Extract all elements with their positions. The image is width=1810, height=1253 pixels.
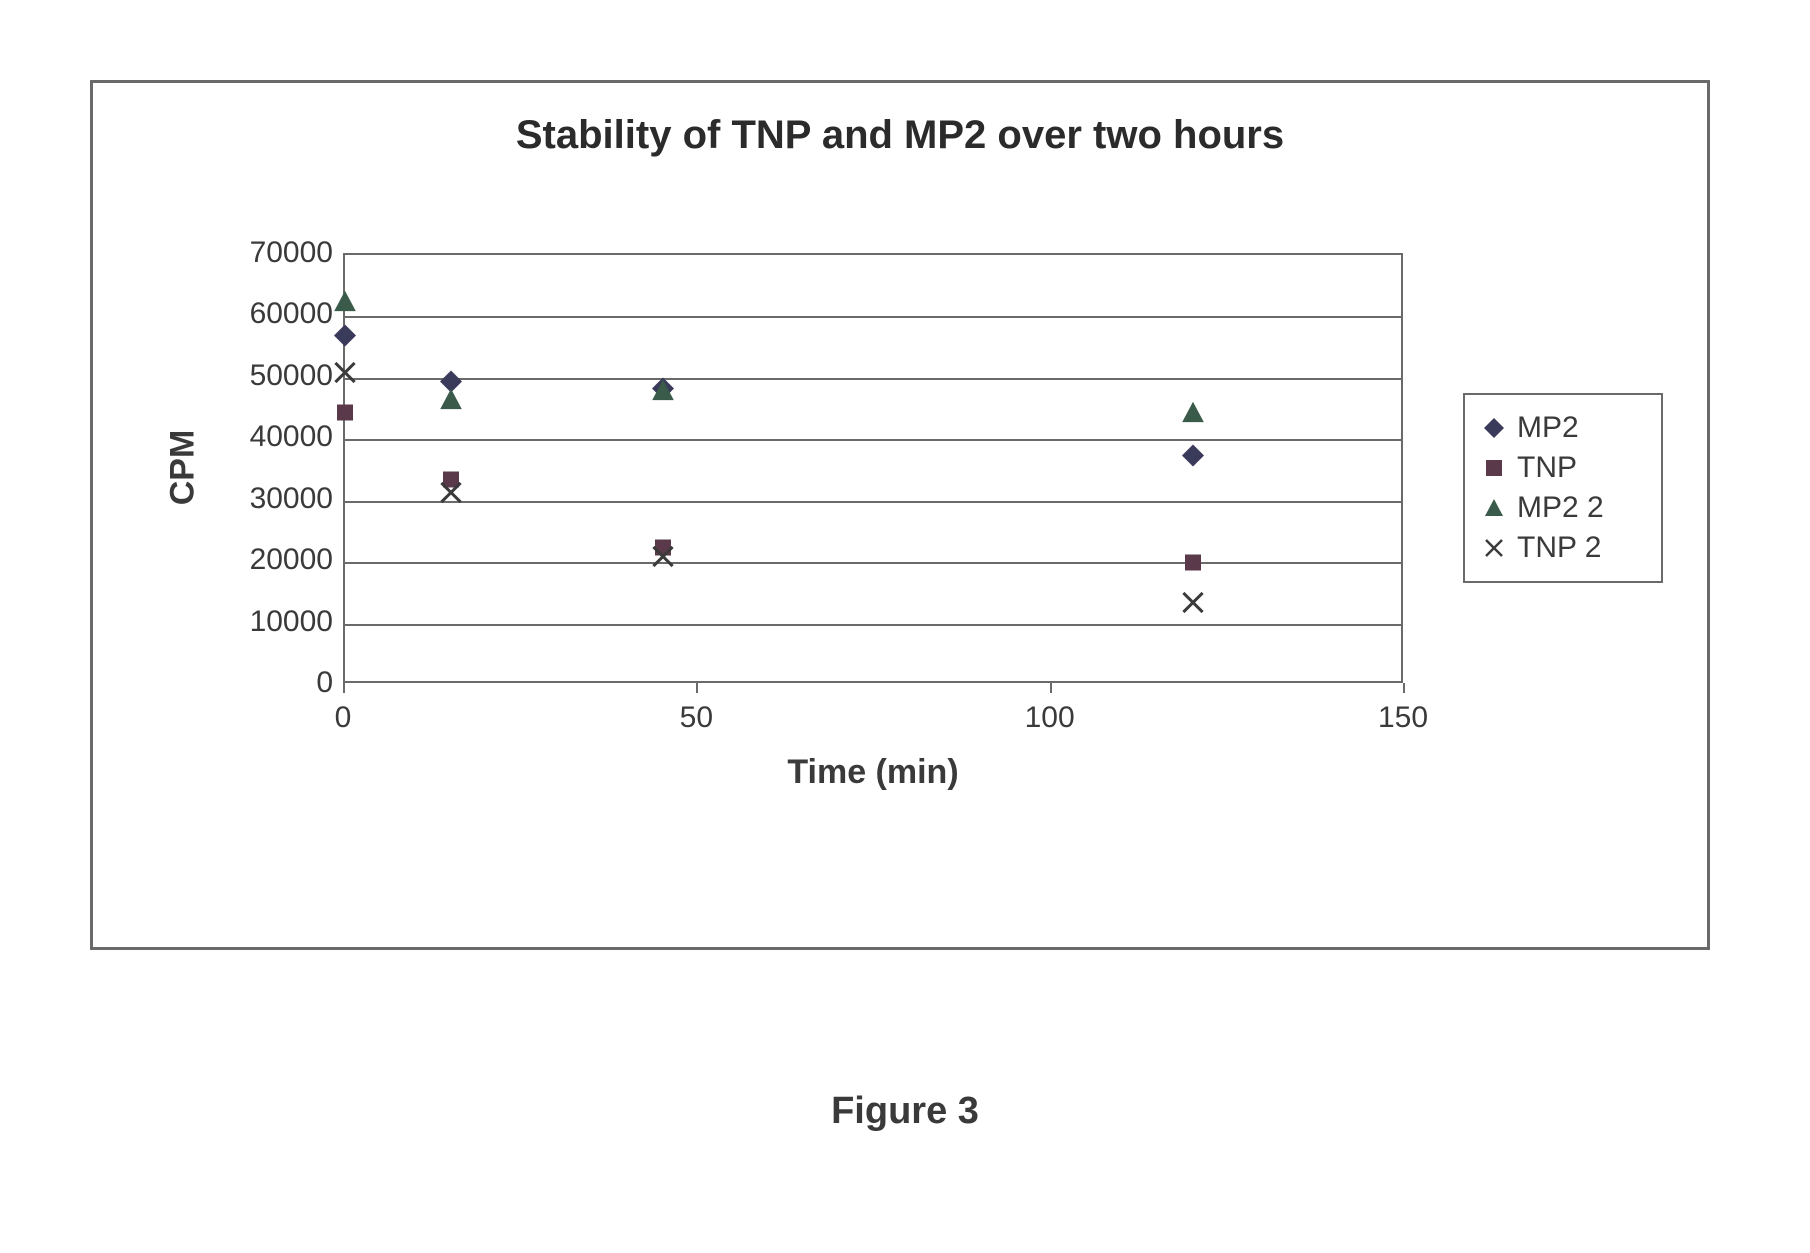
legend-item: TNP 2 (1479, 531, 1647, 565)
data-point (1181, 591, 1205, 620)
data-point (333, 290, 357, 319)
legend-item: TNP (1479, 451, 1647, 485)
x-tick-label: 50 (680, 701, 713, 735)
x-tick-mark (343, 683, 345, 693)
gridline (345, 562, 1401, 564)
plot-area (343, 253, 1403, 683)
y-tick-label: 70000 (193, 236, 333, 270)
legend-label: TNP (1517, 451, 1577, 485)
data-point (333, 360, 357, 389)
x-tick-label: 100 (1025, 701, 1075, 735)
gridline (345, 439, 1401, 441)
y-tick-label: 20000 (193, 543, 333, 577)
chart-outer-border: Stability of TNP and MP2 over two hours … (90, 80, 1710, 950)
y-axis-label: CPM (164, 408, 203, 528)
x-tick-label: 0 (335, 701, 352, 735)
data-point (1181, 400, 1205, 429)
data-point (334, 324, 356, 351)
y-tick-label: 50000 (193, 359, 333, 393)
legend-label: MP2 (1517, 411, 1579, 445)
legend-label: MP2 2 (1517, 491, 1604, 525)
data-point (335, 402, 355, 427)
y-tick-label: 10000 (193, 605, 333, 639)
x-tick-mark (1403, 683, 1405, 693)
gridline (345, 624, 1401, 626)
figure-caption: Figure 3 (0, 1090, 1810, 1133)
y-tick-label: 60000 (193, 297, 333, 331)
y-tick-label: 40000 (193, 420, 333, 454)
data-point (1183, 553, 1203, 578)
legend-label: TNP 2 (1517, 531, 1601, 565)
data-point (439, 388, 463, 417)
gridline (345, 316, 1401, 318)
gridline (345, 501, 1401, 503)
page: Stability of TNP and MP2 over two hours … (0, 0, 1810, 1253)
y-tick-label: 0 (193, 666, 333, 700)
triangle-icon (1479, 496, 1509, 520)
x-icon (1479, 536, 1509, 560)
data-point (439, 480, 463, 509)
diamond-icon (1479, 416, 1509, 440)
legend-item: MP2 (1479, 411, 1647, 445)
data-point (651, 545, 675, 574)
chart-title: Stability of TNP and MP2 over two hours (93, 113, 1707, 158)
y-tick-label: 30000 (193, 482, 333, 516)
square-icon (1479, 456, 1509, 480)
x-axis-label: Time (min) (753, 753, 993, 792)
legend: MP2 TNP MP2 2 TNP 2 (1463, 393, 1663, 583)
x-tick-mark (696, 683, 698, 693)
legend-item: MP2 2 (1479, 491, 1647, 525)
gridline (345, 378, 1401, 380)
x-tick-label: 150 (1378, 701, 1428, 735)
x-tick-mark (1050, 683, 1052, 693)
data-point (1182, 444, 1204, 471)
data-point (651, 379, 675, 408)
